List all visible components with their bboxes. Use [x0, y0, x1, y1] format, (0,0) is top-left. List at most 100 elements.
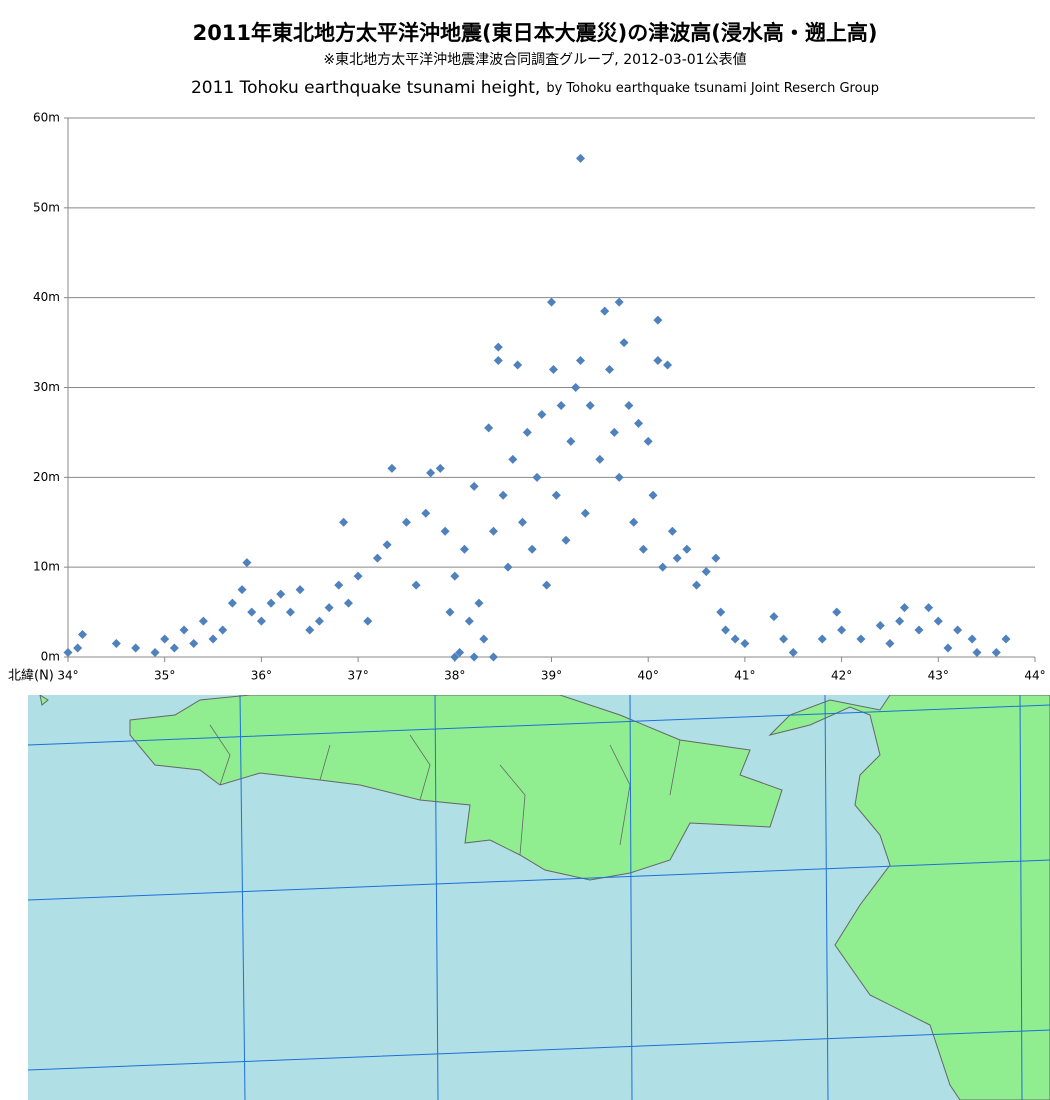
chart-title: 2011年東北地方太平洋沖地震(東日本大震災)の津波高(浸水高・遡上高) — [193, 21, 878, 45]
point — [488, 526, 498, 536]
point — [401, 517, 411, 527]
point — [788, 648, 798, 658]
point — [179, 625, 189, 635]
chart-subtitle: ※東北地方太平洋沖地震津波合同調査グループ, 2012-03-01公表値 — [323, 52, 746, 68]
point — [914, 625, 924, 635]
point — [450, 652, 460, 662]
point — [474, 598, 484, 608]
point — [421, 508, 431, 518]
point — [532, 472, 542, 482]
point — [343, 598, 353, 608]
point — [160, 634, 170, 644]
map — [0, 695, 1050, 1100]
point — [324, 603, 334, 613]
point — [450, 571, 460, 581]
point — [353, 571, 363, 581]
point — [991, 648, 1001, 658]
point — [314, 616, 324, 626]
point — [208, 634, 218, 644]
point — [885, 639, 895, 649]
point — [614, 297, 624, 307]
point — [551, 490, 561, 500]
point — [600, 306, 610, 316]
point — [242, 558, 252, 568]
point — [522, 427, 532, 437]
point — [542, 580, 552, 590]
point — [295, 585, 305, 595]
point — [701, 567, 711, 577]
point — [372, 553, 382, 563]
point — [363, 616, 373, 626]
point — [305, 625, 315, 635]
point — [556, 400, 566, 410]
point — [382, 540, 392, 550]
map-grid — [27, 695, 1050, 1100]
subtitle-en-credit: by Tohoku earthquake tsunami Joint Reser… — [546, 81, 879, 96]
point — [576, 356, 586, 366]
point — [469, 481, 479, 491]
x-tick-label: 36° — [251, 669, 272, 683]
point — [638, 544, 648, 554]
chart-subtitle-en: 2011 Tohoku earthquake tsunami height, by… — [191, 78, 879, 98]
point — [730, 634, 740, 644]
chart: 2011年東北地方太平洋沖地震(東日本大震災)の津波高(浸水高・遡上高) ※東北… — [8, 21, 1046, 684]
point — [256, 616, 266, 626]
point — [339, 517, 349, 527]
y-tick-label: 10m — [33, 560, 60, 574]
point — [464, 616, 474, 626]
point — [334, 580, 344, 590]
point — [517, 517, 527, 527]
point — [856, 634, 866, 644]
x-tick-label: 42° — [831, 669, 852, 683]
point — [953, 625, 963, 635]
x-axis-label: 北緯(N) — [8, 669, 54, 684]
point — [218, 625, 228, 635]
point — [580, 508, 590, 518]
y-tick-label: 0m — [41, 650, 60, 664]
point — [658, 562, 668, 572]
point — [967, 634, 977, 644]
point — [198, 616, 208, 626]
point — [634, 418, 644, 428]
point — [227, 598, 237, 608]
point — [692, 580, 702, 590]
point — [605, 365, 615, 375]
x-tick-label: 43° — [928, 669, 949, 683]
point — [711, 553, 721, 563]
point — [643, 436, 653, 446]
point — [571, 383, 581, 392]
point — [131, 643, 141, 653]
point — [943, 643, 953, 653]
point — [63, 648, 73, 658]
point — [285, 607, 295, 617]
point — [189, 639, 199, 649]
point — [576, 153, 586, 163]
x-tick-label: 39° — [541, 669, 562, 683]
point — [667, 526, 677, 536]
point — [817, 634, 827, 644]
point — [493, 342, 503, 352]
point — [779, 634, 789, 644]
point — [459, 544, 469, 554]
map-margin — [0, 695, 28, 1100]
point — [445, 607, 455, 617]
x-tick-label: 38° — [444, 669, 465, 683]
point — [455, 648, 465, 658]
point — [411, 580, 421, 590]
y-tick-label: 20m — [33, 470, 60, 484]
point — [150, 648, 160, 658]
point — [895, 616, 905, 626]
point — [426, 468, 436, 478]
point — [513, 360, 523, 370]
point — [716, 607, 726, 617]
x-tick-label: 37° — [347, 669, 368, 683]
point — [247, 607, 257, 617]
point — [653, 356, 663, 366]
point — [648, 490, 658, 500]
borders — [209, 724, 681, 856]
point — [276, 589, 286, 599]
y-tick-label: 50m — [33, 200, 60, 214]
point — [387, 463, 397, 473]
land-islet — [39, 695, 49, 706]
point — [619, 338, 629, 348]
